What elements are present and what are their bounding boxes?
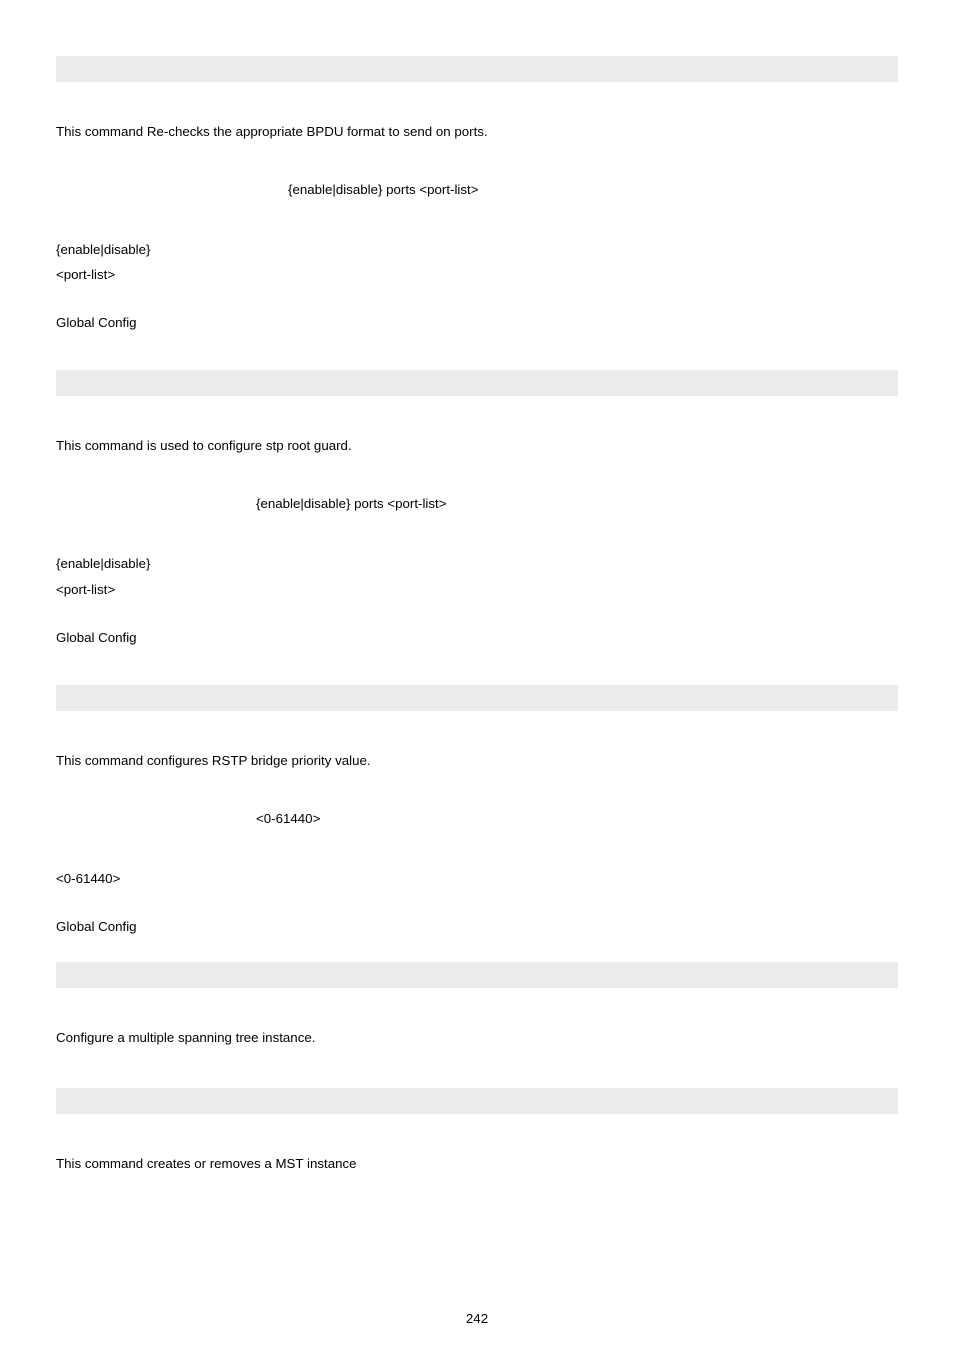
parameter-line: <0-61440> [56, 866, 898, 891]
section-description: This command is used to configure stp ro… [56, 436, 898, 456]
mode-line: Global Config [56, 919, 898, 934]
section-description: Configure a multiple spanning tree insta… [56, 1028, 898, 1048]
parameter-line: <port-list> [56, 577, 898, 602]
section-description: This command configures RSTP bridge prio… [56, 751, 898, 771]
section-description: This command creates or removes a MST in… [56, 1154, 898, 1174]
section-heading-bar [56, 685, 898, 711]
section-heading-bar [56, 1088, 898, 1114]
page-number: 242 [0, 1311, 954, 1326]
syntax-line: {enable|disable} ports <port-list> [56, 182, 898, 197]
parameter-line: {enable|disable} [56, 237, 898, 262]
section-heading-bar [56, 56, 898, 82]
section-heading-bar [56, 370, 898, 396]
mode-line: Global Config [56, 630, 898, 645]
parameter-line: <port-list> [56, 262, 898, 287]
parameter-line: {enable|disable} [56, 551, 898, 576]
syntax-line: {enable|disable} ports <port-list> [56, 496, 898, 511]
mode-line: Global Config [56, 315, 898, 330]
section-heading-bar [56, 962, 898, 988]
document-page: This command Re-checks the appropriate B… [0, 0, 954, 1350]
section-description: This command Re-checks the appropriate B… [56, 122, 898, 142]
syntax-line: <0-61440> [56, 811, 898, 826]
